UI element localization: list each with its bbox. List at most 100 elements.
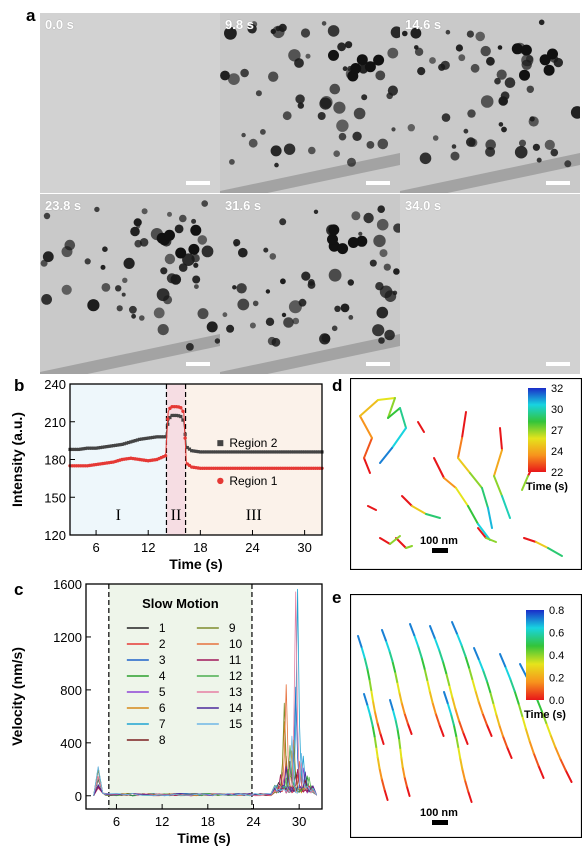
nanoparticle — [467, 109, 476, 118]
nanoparticle — [352, 131, 362, 141]
data-point — [198, 450, 202, 454]
data-point — [233, 450, 237, 454]
trajectory-segment — [411, 505, 427, 515]
membrane-edge — [220, 334, 400, 374]
nanoparticle — [153, 307, 165, 319]
nanoparticle — [206, 321, 218, 333]
trajectory-segment — [559, 757, 567, 772]
frame-time-label: 23.8 s — [45, 198, 82, 213]
nanoparticle — [123, 257, 135, 269]
nanoparticle — [201, 245, 214, 258]
legend-label: 5 — [159, 685, 166, 699]
trajectory-segment — [509, 677, 516, 693]
nanoparticle — [383, 263, 391, 271]
velocity-series-line — [93, 735, 318, 797]
y-tick-label: 240 — [44, 377, 66, 392]
nanoparticle — [340, 303, 350, 313]
data-point — [174, 413, 179, 418]
nanoparticle — [129, 305, 137, 314]
trajectory-segment — [399, 407, 407, 429]
nanoparticle — [451, 144, 457, 149]
trajectory-segment — [536, 698, 543, 713]
trajectory-segment — [363, 693, 369, 706]
nanoparticle — [334, 305, 341, 312]
data-point — [146, 436, 150, 440]
nanoparticle — [141, 208, 148, 215]
data-point — [235, 450, 239, 454]
x-tick-label: 12 — [141, 540, 155, 555]
data-point — [103, 445, 107, 449]
slow-motion-label: Slow Motion — [142, 596, 219, 611]
nanoparticle — [376, 306, 389, 319]
data-point — [116, 443, 120, 447]
trajectory-segment — [425, 513, 441, 519]
region-label: I — [116, 507, 121, 524]
x-tick-label: 6 — [113, 814, 120, 829]
plot-frame — [85, 583, 323, 810]
trajectory-segment — [455, 632, 463, 646]
legend-label: 10 — [229, 637, 243, 651]
nanoparticle — [319, 97, 332, 110]
data-point — [163, 454, 168, 458]
nanoparticle — [41, 294, 52, 305]
data-point — [190, 449, 194, 453]
nanoparticle — [240, 68, 249, 78]
nanoparticle — [167, 211, 172, 217]
data-point — [85, 446, 89, 450]
frame-time-label: 9.8 s — [225, 17, 254, 32]
nanoparticle — [182, 253, 195, 266]
data-point — [231, 450, 235, 454]
trajectory-segment — [433, 636, 440, 651]
data-point — [270, 450, 274, 454]
nanoparticle — [348, 315, 354, 320]
nanoparticle — [229, 159, 235, 165]
data-point — [74, 447, 79, 452]
nanoparticle — [157, 324, 169, 336]
nanoparticle — [345, 41, 353, 49]
nanoparticle — [271, 337, 281, 347]
nanoparticle — [445, 29, 451, 35]
data-point — [216, 450, 220, 454]
trajectory-segment — [448, 684, 454, 698]
nanoparticle — [402, 30, 408, 37]
data-point — [268, 450, 272, 454]
nanoparticle — [532, 143, 540, 151]
y-tick-label: 150 — [44, 490, 66, 505]
colorbar-tick-label: 0.8 — [549, 605, 564, 617]
nanoparticle — [466, 137, 476, 147]
data-point — [272, 450, 276, 454]
data-point — [285, 450, 289, 454]
nanoparticle — [347, 157, 356, 167]
trajectory-segment — [367, 505, 377, 511]
x-axis-label: Time (s) — [177, 830, 230, 846]
trajectory-segment — [398, 691, 403, 704]
nanoparticle — [265, 289, 271, 294]
nanoparticle — [297, 102, 304, 109]
trajectory-segment — [359, 415, 373, 439]
nanoparticle — [174, 224, 184, 234]
nanoparticle — [347, 279, 354, 286]
nanoparticle — [470, 63, 480, 73]
nanoparticle — [43, 212, 51, 220]
trajectory-segment — [485, 680, 492, 693]
nanoparticle — [281, 312, 287, 318]
data-point — [155, 435, 159, 439]
nanoparticle — [100, 264, 106, 270]
x-tick-label: 18 — [201, 814, 215, 829]
trajectory-segment — [377, 397, 396, 401]
nanoparticle — [327, 25, 340, 37]
data-point — [179, 414, 183, 419]
data-point — [255, 450, 259, 454]
data-point — [109, 444, 113, 448]
data-point — [177, 414, 181, 418]
data-point — [170, 413, 174, 418]
data-point — [218, 450, 222, 454]
data-point — [183, 436, 187, 440]
nanoparticle — [410, 27, 422, 39]
trajectory-segment — [501, 735, 509, 748]
nanoparticle — [197, 235, 208, 245]
nanoparticle — [226, 324, 235, 333]
colorbar-tick-label: 30 — [551, 404, 563, 416]
nanoparticle — [301, 271, 311, 281]
nanoparticle — [255, 90, 262, 97]
